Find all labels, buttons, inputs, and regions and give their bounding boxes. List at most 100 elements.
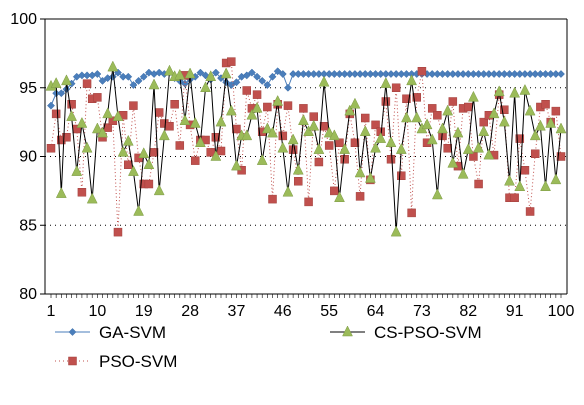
data-point xyxy=(514,180,526,191)
x-tick-label: 37 xyxy=(228,303,246,320)
data-point xyxy=(443,144,452,153)
data-point xyxy=(381,97,391,106)
data-point xyxy=(464,102,473,112)
data-point xyxy=(201,71,210,80)
data-point xyxy=(91,122,103,134)
data-point xyxy=(397,171,406,180)
data-point xyxy=(304,197,313,207)
data-point xyxy=(138,147,150,158)
data-point xyxy=(227,57,236,66)
data-point xyxy=(190,156,200,165)
data-point xyxy=(232,78,241,87)
data-point xyxy=(529,129,541,141)
data-point xyxy=(134,76,143,85)
data-point xyxy=(530,149,540,158)
data-point xyxy=(534,119,546,131)
data-point xyxy=(407,208,416,218)
data-point xyxy=(247,68,256,77)
data-point xyxy=(391,83,401,92)
data-point xyxy=(76,116,88,128)
data-point xyxy=(211,68,220,77)
data-point xyxy=(174,68,186,80)
data-point xyxy=(483,148,495,160)
data-point xyxy=(401,111,412,123)
data-point xyxy=(340,155,349,164)
data-point xyxy=(500,105,509,114)
data-point xyxy=(448,97,458,106)
data-point xyxy=(433,111,442,120)
series-cs-pso-svm xyxy=(45,60,567,237)
data-point xyxy=(258,76,267,85)
data-point xyxy=(184,67,196,79)
data-point xyxy=(545,116,557,128)
data-point xyxy=(62,133,71,142)
data-point xyxy=(335,138,344,147)
data-point xyxy=(114,68,122,77)
data-point xyxy=(268,194,277,204)
y-tick-label: 90 xyxy=(19,149,37,166)
data-point xyxy=(263,81,272,89)
data-point xyxy=(551,106,561,116)
data-point xyxy=(462,143,474,154)
data-point xyxy=(519,83,531,95)
legend-label: CS-PSO-SVM xyxy=(374,323,482,342)
data-point xyxy=(205,70,217,81)
x-tick-label: 46 xyxy=(274,303,292,320)
data-point xyxy=(242,86,252,95)
legend-label: GA-SVM xyxy=(99,323,166,342)
data-point xyxy=(51,109,61,119)
data-point xyxy=(390,225,402,237)
plot-area xyxy=(45,57,567,237)
axes: 80 85 90 95 100 1 10 19 28 37 46 55 64 73 82 91 100 xyxy=(10,11,574,320)
y-tick-label: 85 xyxy=(19,217,37,234)
data-point xyxy=(124,72,133,81)
data-point xyxy=(541,100,550,109)
data-point xyxy=(493,85,505,97)
data-point xyxy=(57,89,66,98)
series-line xyxy=(50,67,562,233)
data-point xyxy=(468,90,479,102)
data-point xyxy=(268,72,277,81)
data-point xyxy=(437,122,448,134)
data-point xyxy=(81,141,93,153)
data-point xyxy=(97,126,108,138)
data-point xyxy=(488,107,500,119)
data-point xyxy=(334,191,345,202)
data-point xyxy=(252,90,262,99)
data-point xyxy=(524,104,536,116)
data-point xyxy=(364,171,376,183)
data-point xyxy=(371,120,380,130)
data-point xyxy=(375,132,387,143)
data-point xyxy=(179,114,191,125)
y-tick-label: 95 xyxy=(19,80,37,97)
data-point xyxy=(67,100,76,109)
x-tick-label: 100 xyxy=(548,303,575,320)
data-point xyxy=(431,188,443,200)
data-point xyxy=(278,70,287,78)
data-point xyxy=(139,72,148,81)
data-point xyxy=(344,104,356,116)
data-point xyxy=(515,134,525,143)
data-point xyxy=(370,141,381,153)
x-tick-label: 55 xyxy=(320,303,338,320)
data-point xyxy=(359,125,371,136)
x-tick-label: 10 xyxy=(88,303,106,320)
data-point xyxy=(360,113,370,123)
data-point xyxy=(253,72,262,81)
data-point xyxy=(170,100,179,109)
data-point xyxy=(350,138,360,147)
data-point xyxy=(417,67,427,76)
y-tick-label: 100 xyxy=(10,11,37,28)
data-point xyxy=(47,101,55,110)
data-point xyxy=(196,68,205,77)
series-line xyxy=(50,60,562,233)
x-tick-label: 19 xyxy=(135,303,153,320)
data-point xyxy=(385,136,397,147)
data-point xyxy=(556,152,566,161)
data-point xyxy=(386,155,396,164)
x-tick-label: 82 xyxy=(459,303,477,320)
data-point xyxy=(309,112,318,121)
data-point xyxy=(520,166,530,175)
